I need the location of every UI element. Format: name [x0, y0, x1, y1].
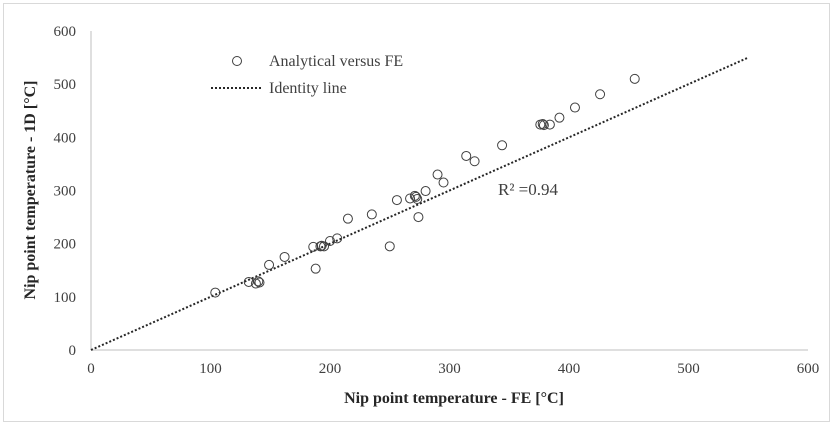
- y-tick-label: 100: [54, 290, 77, 306]
- scatter-point: [537, 119, 548, 130]
- scatter-point: [569, 102, 580, 113]
- scatter-point: [391, 195, 402, 206]
- x-tick-label: 200: [319, 361, 342, 377]
- scatter-point: [332, 233, 343, 244]
- x-tick-label: 100: [199, 361, 222, 377]
- scatter-point: [254, 277, 265, 288]
- scatter-point: [308, 241, 319, 252]
- scatter-point: [413, 212, 424, 223]
- scatter-point: [409, 190, 420, 201]
- y-tick-label: 200: [54, 237, 77, 253]
- scatter-point: [253, 276, 264, 287]
- scatter-point: [342, 213, 353, 224]
- x-axis-title: Nip point temperature - FE [°C]: [344, 390, 564, 407]
- scatter-point: [405, 193, 416, 204]
- y-tick-label: 500: [54, 77, 77, 93]
- scatter-point: [497, 140, 508, 151]
- legend-label-scatter: Analytical versus FE: [269, 53, 403, 70]
- r-squared-annotation: R² =0.94: [498, 180, 559, 199]
- scatter-point: [310, 263, 321, 274]
- scatter-point: [432, 169, 443, 180]
- x-tick-label: 300: [438, 361, 461, 377]
- scatter-point: [629, 73, 640, 84]
- y-tick-label: 0: [69, 343, 77, 359]
- scatter-point: [411, 191, 422, 202]
- scatter-point: [538, 120, 549, 131]
- y-axis-title: Nip point temperature - 1D [°C]: [22, 81, 39, 300]
- legend-marker-scatter: [232, 56, 242, 66]
- y-tick-label: 300: [54, 184, 77, 200]
- y-tick-label: 600: [54, 24, 77, 40]
- y-tick-label: 400: [54, 130, 77, 146]
- scatter-point: [412, 194, 423, 205]
- scatter-point: [420, 186, 431, 197]
- y-tick-labels: 0 100 200 300 400 500 600: [54, 24, 77, 359]
- scatter-point: [210, 287, 221, 298]
- scatter-point: [461, 150, 472, 161]
- scatter-point: [279, 251, 290, 262]
- x-tick-label: 600: [797, 361, 820, 377]
- x-tick-labels: 0 100 200 300 400 500 600: [87, 361, 819, 377]
- scatter-points: [210, 73, 640, 298]
- scatter-point: [366, 209, 377, 220]
- legend-label-identity: Identity line: [269, 80, 347, 97]
- scatter-point: [325, 236, 335, 247]
- x-tick-label: 400: [558, 361, 581, 377]
- scatter-point: [544, 119, 555, 130]
- scatter-point: [264, 259, 275, 270]
- scatter-point: [438, 177, 449, 188]
- scatter-point: [319, 241, 330, 252]
- scatter-point: [243, 276, 254, 287]
- scatter-point: [554, 112, 565, 123]
- scatter-point: [384, 241, 395, 252]
- identity-line: [90, 56, 749, 351]
- legend: Analytical versus FE Identity line: [211, 53, 403, 97]
- scatter-point: [469, 156, 480, 167]
- x-tick-label: 500: [677, 361, 700, 377]
- scatter-point: [595, 89, 606, 100]
- x-tick-label: 0: [87, 361, 95, 377]
